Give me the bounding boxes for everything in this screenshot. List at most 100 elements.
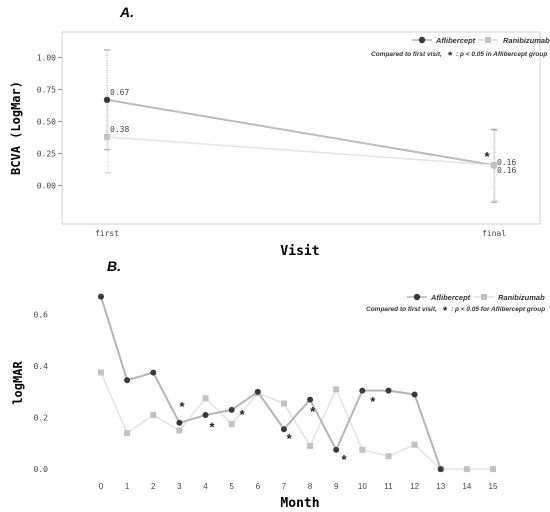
point-aflibercept [280,426,287,433]
point-ranibizumab [491,162,497,169]
x-tick-label: 0 [99,482,104,491]
point-aflibercept [333,446,340,453]
x-tick-label: 3 [177,482,182,491]
x-tick-label: 7 [282,482,287,491]
panel-b-series-lines [100,296,493,470]
point-aflibercept [307,396,314,403]
y-tick-label: 0.0 [34,465,49,474]
panel-a-plot-frame [61,31,541,225]
legend-ranibizumab-marker [481,294,487,300]
point-aflibercept [103,96,111,104]
significance-star: * [240,407,246,422]
x-tick-label: 14 [462,482,471,491]
legend-aflibercept-marker [418,36,426,44]
point-aflibercept [202,412,209,419]
significance-star: * [310,404,316,419]
point-ranibizumab [176,427,183,434]
series-line-ranibizumab [106,136,495,166]
significance-star: * [210,420,216,435]
point-ranibizumab [333,386,340,393]
point-aflibercept [176,419,183,426]
panel-a-legend: Aflibercept Ranibizumab Compared to firs… [371,36,550,62]
series-line-aflibercept [106,98,495,167]
x-tick-label: 13 [436,482,445,491]
point-ranibizumab [228,421,235,428]
x-tick-label: 12 [410,482,419,491]
panel-a-points [103,96,498,169]
panel-b-y-axis-label: logMAR [11,361,25,405]
y-tick-label: 0.2 [34,414,49,423]
x-tick-label: 15 [489,482,498,491]
legend-ranibizumab-label: Ranibizumab [503,36,550,45]
panel-b-significance-marks: * * * * * * * [179,394,376,467]
panel-a-note-text: : p < 0.05 in Aflibercept group [456,51,547,58]
significance-star: * [179,399,185,414]
point-ranibizumab [104,133,110,140]
point-ranibizumab [490,466,496,473]
significance-star: * [287,431,293,446]
x-tick-label: 10 [358,482,367,491]
significance-star: * [342,452,348,467]
panel-a-note-prefix: Compared to first visit, [371,51,442,58]
legend-ranibizumab-marker [485,37,491,43]
significance-star: * [370,394,376,409]
x-tick-label: 5 [229,482,234,491]
data-label-ranibizumab: 0.38 [110,125,129,134]
x-tick-label: first [95,229,119,238]
legend-aflibercept-marker [413,293,421,301]
panel-a-x-ticks: first final [95,229,506,238]
point-ranibizumab [359,446,366,453]
point-aflibercept [437,466,444,473]
point-ranibizumab [150,412,157,419]
x-tick-label: 1 [125,482,130,491]
panel-a-y-ticks: 0.00 0.25 0.50 0.75 1.00 [37,54,62,191]
panel-a-label: A. [119,4,134,20]
y-tick-label: 0.75 [37,86,56,95]
x-tick-label: 9 [334,482,339,491]
panel-b-note-prefix: Compared to first visit, [366,306,437,313]
panel-a: A. BCVA (LogMar) Visit 0.00 0.25 0.50 0.75 1… [9,4,550,259]
point-aflibercept [385,387,392,394]
x-tick-label: 8 [308,482,313,491]
legend-aflibercept-label: Aflibercept [435,36,476,45]
x-tick-label: 2 [151,482,156,491]
y-tick-label: 1.00 [37,54,56,63]
point-ranibizumab [202,395,209,402]
x-tick-label: final [482,229,506,238]
x-tick-label: 6 [256,482,261,491]
point-ranibizumab [124,430,131,437]
panel-a-note-star: * [448,50,453,62]
point-aflibercept [124,377,131,384]
legend-aflibercept-label: Aflibercept [430,293,471,302]
x-tick-label: 4 [203,482,208,491]
y-tick-label: 0.4 [34,362,49,371]
y-tick-label: 0.00 [37,182,56,191]
y-tick-label: 0.6 [34,311,49,320]
y-tick-label: 0.25 [37,150,56,159]
panel-b-legend: Aflibercept Ranibizumab Compared to firs… [366,293,545,317]
point-ranibizumab [463,466,470,473]
y-tick-label: 0.50 [37,118,56,127]
point-aflibercept [228,406,235,413]
data-label-aflibercept: 0.67 [110,88,129,97]
series-line-ranibizumab [100,372,493,470]
point-ranibizumab [280,400,287,407]
panel-a-y-axis-label: BCVA (LogMar) [9,81,23,175]
significance-star: * [484,149,490,164]
panel-b-label: B. [107,258,121,274]
panel-a-error-bars [104,49,498,203]
panel-a-significance-marks: * [484,149,490,164]
point-aflibercept [98,293,104,300]
point-ranibizumab [98,369,104,376]
data-label-aflibercept: 0.16 [497,158,516,167]
panel-b-note-text: : p < 0.05 for Aflibercept group [451,306,545,313]
panel-b-points [98,293,496,473]
point-aflibercept [254,388,261,395]
panel-b-note-star: * [443,305,448,317]
point-ranibizumab [411,441,418,448]
point-aflibercept [359,387,366,394]
panel-a-series-lines [106,98,495,167]
panel-a-data-labels: 0.67 0.16 0.38 0.16 [110,88,516,175]
